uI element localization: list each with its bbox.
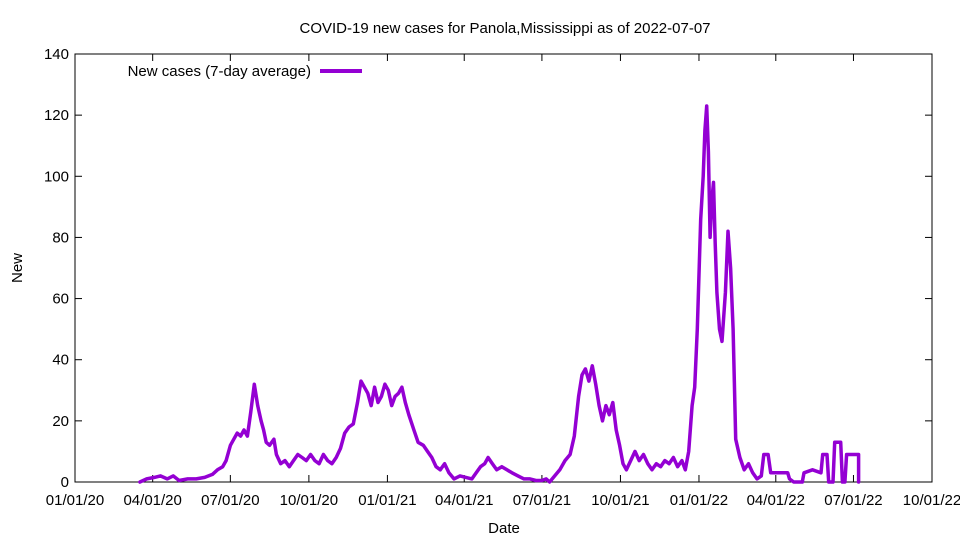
x-tick-label: 07/01/21 — [513, 492, 571, 509]
x-axis-label: Date — [488, 520, 520, 537]
x-tick-label: 10/01/22 — [903, 492, 960, 509]
series-layer — [138, 104, 861, 484]
x-tick-label: 01/01/22 — [670, 492, 728, 509]
x-tick-label: 01/01/20 — [46, 492, 104, 509]
x-tick-label: 07/01/20 — [201, 492, 259, 509]
series-line — [138, 104, 861, 484]
x-tick-label: 04/01/20 — [123, 492, 181, 509]
y-tick-label: 20 — [52, 413, 69, 430]
y-tick-label: 40 — [52, 352, 69, 369]
y-tick-label: 60 — [52, 291, 69, 308]
x-tick-label: 10/01/21 — [591, 492, 649, 509]
x-tick-label: 04/01/22 — [747, 492, 805, 509]
chart-title: COVID-19 new cases for Panola,Mississipp… — [299, 20, 710, 37]
plot-frame — [74, 53, 933, 483]
x-tick-label: 04/01/21 — [435, 492, 493, 509]
x-tick-label: 10/01/20 — [280, 492, 338, 509]
y-tick-label: 0 — [61, 474, 69, 491]
y-axis-label: New — [9, 253, 26, 283]
x-axis: 01/01/20 04/01/20 07/01/20 10/01/20 01/01/21… — [46, 54, 960, 509]
x-tick-label: 07/01/22 — [824, 492, 882, 509]
y-tick-label: 120 — [44, 107, 69, 124]
legend: New cases (7-day average) — [128, 63, 362, 80]
y-tick-label: 140 — [44, 46, 69, 63]
legend-label: New cases (7-day average) — [128, 63, 311, 80]
y-tick-label: 100 — [44, 168, 69, 185]
y-axis: 0 20 40 60 80 100 120 140 — [44, 46, 932, 491]
x-tick-label: 01/01/21 — [358, 492, 416, 509]
y-tick-label: 80 — [52, 229, 69, 246]
